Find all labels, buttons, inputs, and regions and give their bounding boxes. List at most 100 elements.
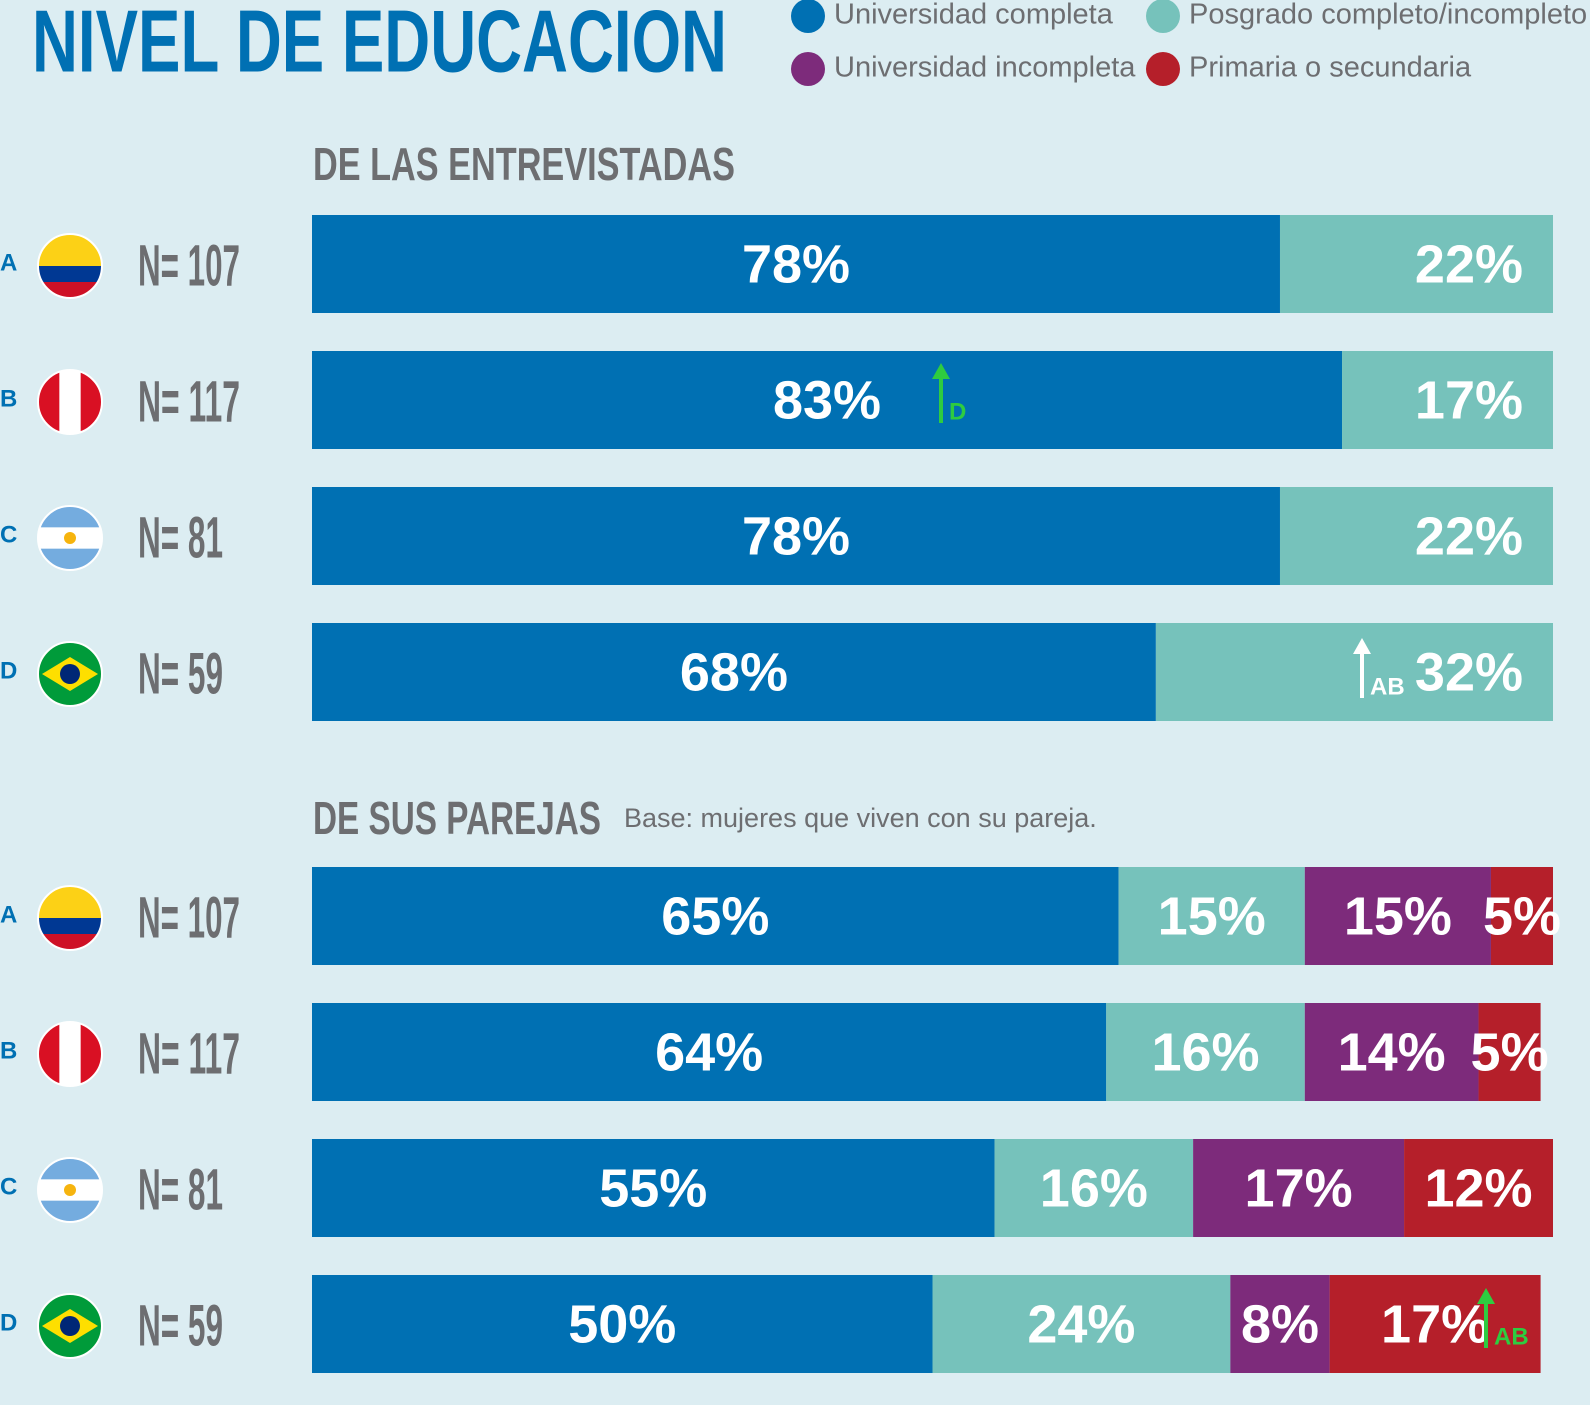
flag-border bbox=[37, 1157, 103, 1223]
legend-swatch bbox=[791, 0, 825, 33]
value-label: 22% bbox=[1415, 234, 1523, 294]
chart-subtitle: Base: mujeres que viven con su pareja. bbox=[624, 803, 1097, 833]
bar-segment bbox=[1155, 623, 1553, 721]
row-letter: D bbox=[0, 657, 17, 684]
legend-label: Posgrado completo/incompleto bbox=[1189, 0, 1587, 31]
legend-label: Universidad completa bbox=[834, 0, 1114, 31]
row-letter: B bbox=[0, 385, 17, 412]
bar-segment bbox=[1193, 1139, 1405, 1237]
sample-size: N= 59 bbox=[138, 1293, 223, 1358]
bar-segment bbox=[1329, 1275, 1541, 1373]
flag-sun bbox=[64, 1184, 76, 1196]
bar-segment bbox=[1490, 867, 1553, 965]
value-label: 17% bbox=[1381, 1294, 1489, 1354]
value-label: 15% bbox=[1344, 886, 1452, 946]
sample-size: N= 59 bbox=[138, 641, 223, 706]
chart-title: DE SUS PAREJAS bbox=[313, 792, 601, 844]
bar-segment bbox=[312, 487, 1280, 585]
sample-size: N= 81 bbox=[138, 505, 223, 570]
value-label: 15% bbox=[1158, 886, 1266, 946]
row-letter: C bbox=[0, 1173, 17, 1200]
bar-segment bbox=[1404, 1139, 1553, 1237]
row-letter: A bbox=[0, 901, 17, 928]
annotation: D bbox=[949, 398, 966, 425]
bar-segment bbox=[312, 867, 1119, 965]
bar-segment bbox=[994, 1139, 1194, 1237]
value-label: 55% bbox=[599, 1158, 707, 1218]
annotation: AB bbox=[1494, 1323, 1529, 1350]
flag-border bbox=[37, 641, 103, 707]
value-label: 16% bbox=[1040, 1158, 1148, 1218]
sample-size: N= 107 bbox=[138, 885, 240, 950]
bar-segment bbox=[932, 1275, 1231, 1373]
bar-segment bbox=[1342, 351, 1553, 449]
bar-segment bbox=[312, 351, 1343, 449]
bar-segment bbox=[312, 1275, 933, 1373]
value-label: 12% bbox=[1424, 1158, 1532, 1218]
bar-segment bbox=[1279, 487, 1553, 585]
annotation: AB bbox=[1370, 673, 1405, 700]
value-label: 8% bbox=[1241, 1294, 1319, 1354]
bar-segment bbox=[312, 215, 1280, 313]
legend-label: Primaria o secundaria bbox=[1189, 52, 1472, 84]
value-label: 78% bbox=[742, 506, 850, 566]
value-label: 50% bbox=[568, 1294, 676, 1354]
legend-swatch bbox=[1146, 52, 1180, 86]
flag-globe bbox=[60, 1316, 80, 1336]
bar-segment bbox=[1304, 867, 1491, 965]
row-letter: A bbox=[0, 249, 17, 276]
value-label: 65% bbox=[661, 886, 769, 946]
flag-border bbox=[37, 369, 103, 435]
bar-segment bbox=[312, 623, 1156, 721]
bar-segment bbox=[1230, 1275, 1330, 1373]
arrow-head bbox=[932, 363, 950, 379]
value-label: 5% bbox=[1471, 1022, 1549, 1082]
chart-title: DE LAS ENTREVISTADAS bbox=[313, 138, 735, 190]
bar-segment bbox=[1478, 1003, 1541, 1101]
flag-stripe bbox=[38, 266, 102, 282]
bar-segment bbox=[312, 1139, 995, 1237]
bar-segment bbox=[1304, 1003, 1479, 1101]
value-label: 83% bbox=[773, 370, 881, 430]
value-label: 17% bbox=[1245, 1158, 1353, 1218]
flag-globe bbox=[60, 664, 80, 684]
value-label: 24% bbox=[1027, 1294, 1135, 1354]
value-label: 68% bbox=[680, 642, 788, 702]
flag-border bbox=[37, 885, 103, 951]
flag bbox=[38, 1158, 102, 1222]
flag-border bbox=[37, 1021, 103, 1087]
value-label: 14% bbox=[1338, 1022, 1446, 1082]
value-label: 32% bbox=[1415, 642, 1523, 702]
legend-label: Universidad incompleta bbox=[834, 52, 1136, 84]
flag bbox=[38, 642, 102, 706]
flag-border bbox=[37, 233, 103, 299]
page-title: NIVEL DE EDUCACION bbox=[32, 0, 727, 90]
legend-swatch bbox=[791, 52, 825, 86]
value-label: 64% bbox=[655, 1022, 763, 1082]
flag-sun bbox=[64, 532, 76, 544]
flag-border bbox=[37, 505, 103, 571]
value-label: 17% bbox=[1415, 370, 1523, 430]
arrow-head bbox=[1353, 638, 1371, 654]
value-label: 22% bbox=[1415, 506, 1523, 566]
flag-stripe bbox=[38, 918, 102, 934]
bar-segment bbox=[1118, 867, 1305, 965]
bar-segment bbox=[1106, 1003, 1305, 1101]
sample-size: N= 117 bbox=[138, 1021, 240, 1086]
flag bbox=[38, 506, 102, 570]
sample-size: N= 81 bbox=[138, 1157, 223, 1222]
row-letter: D bbox=[0, 1309, 17, 1336]
arrow-head bbox=[1477, 1288, 1495, 1304]
row-letter: C bbox=[0, 521, 17, 548]
bar-segment bbox=[312, 1003, 1107, 1101]
value-label: 16% bbox=[1151, 1022, 1259, 1082]
value-label: 5% bbox=[1483, 886, 1561, 946]
flag bbox=[38, 1294, 102, 1358]
value-label: 78% bbox=[742, 234, 850, 294]
row-letter: B bbox=[0, 1037, 17, 1064]
bar-segment bbox=[1279, 215, 1553, 313]
sample-size: N= 107 bbox=[138, 233, 240, 298]
legend-swatch bbox=[1146, 0, 1180, 33]
